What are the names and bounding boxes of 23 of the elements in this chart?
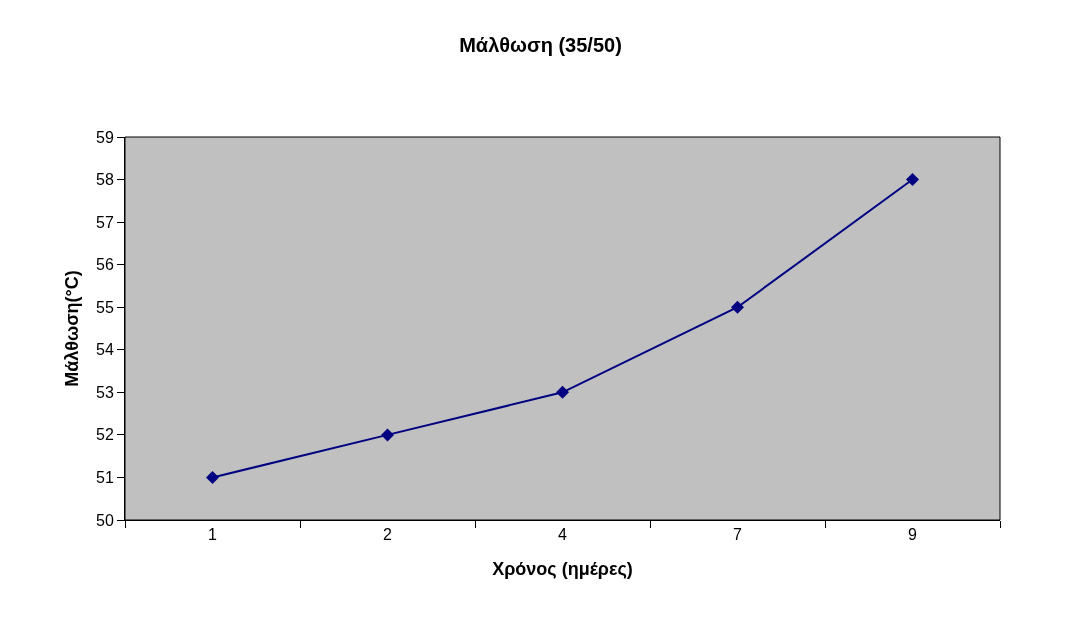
y-tick-label: 57 xyxy=(96,213,114,231)
x-tick-label: 9 xyxy=(908,526,918,544)
x-tick-label: 1 xyxy=(208,526,218,544)
chart-title: Μάλθωση (35/50) xyxy=(459,33,622,56)
x-tick-label: 4 xyxy=(558,526,568,544)
y-tick-label: 58 xyxy=(96,171,114,189)
point xyxy=(206,470,219,484)
y-tick-label: 54 xyxy=(96,341,114,359)
point xyxy=(906,173,919,187)
y-tick-label: 59 xyxy=(96,128,114,146)
point xyxy=(556,385,569,399)
y-tick-label: 50 xyxy=(96,511,114,529)
x-tick-label: 7 xyxy=(733,526,743,544)
y-tick-label: 52 xyxy=(96,426,114,444)
x-axis-title: Χρόνος (ημέρες) xyxy=(492,559,633,580)
y-tick-label: 55 xyxy=(96,298,114,316)
y-tick-label: 56 xyxy=(96,256,114,274)
y-tick-label: 51 xyxy=(96,469,114,487)
y-tick-label: 53 xyxy=(96,383,114,401)
point xyxy=(731,300,744,314)
x-tick-label: 2 xyxy=(383,526,393,544)
point xyxy=(381,428,394,442)
y-axis-title: Μάλθωση(°C) xyxy=(62,270,83,387)
